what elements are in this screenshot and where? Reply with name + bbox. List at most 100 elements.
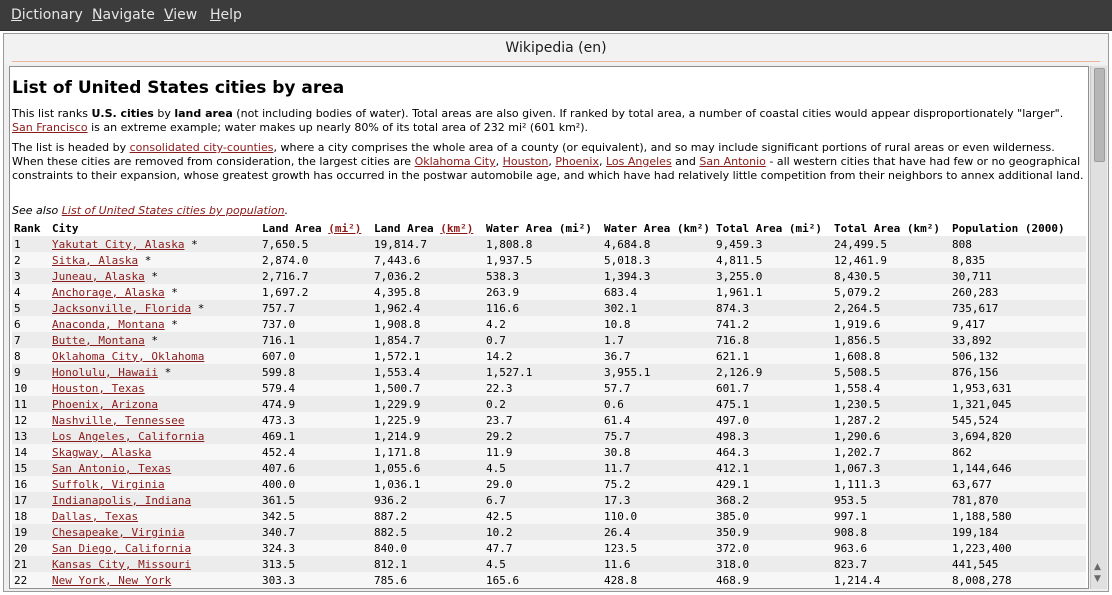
- land-km-cell: 1,854.7: [372, 332, 484, 348]
- header-city[interactable]: City: [50, 220, 260, 236]
- population-cell: 862: [950, 444, 1086, 460]
- menu-dictionary[interactable]: Dictionary: [11, 7, 83, 23]
- city-cell: Jacksonville, Florida *: [50, 300, 260, 316]
- scroll-up-icon[interactable]: ▲: [1094, 562, 1101, 572]
- total-mi-cell: 498.3: [714, 428, 832, 444]
- city-link[interactable]: Honolulu, Hawaii: [52, 365, 158, 379]
- land-km-cell: 4,395.8: [372, 284, 484, 300]
- header-population[interactable]: Population (2000): [950, 220, 1086, 236]
- city-link[interactable]: Los Angeles, California: [52, 429, 205, 443]
- water-mi-cell: 4.2: [484, 316, 602, 332]
- city-link[interactable]: Oklahoma City, Oklahoma: [52, 349, 205, 363]
- article-view[interactable]: List of United States cities by area Thi…: [9, 66, 1089, 589]
- link-cities-by-population[interactable]: List of United States cities by populati…: [61, 204, 285, 217]
- land-mi-cell: 1,697.2: [260, 284, 372, 300]
- water-km-cell: 61.4: [602, 412, 714, 428]
- city-link[interactable]: Indianapolis, Indiana: [52, 493, 192, 507]
- rank-cell: 13: [12, 428, 50, 444]
- link-km2[interactable]: (km²): [440, 221, 474, 235]
- link-san-francisco[interactable]: San Francisco: [12, 121, 88, 134]
- water-mi-cell: 263.9: [484, 284, 602, 300]
- table-row: 17 Indianapolis, Indiana 361.5 936.2 6.7 17.3…: [12, 492, 1086, 508]
- rank-cell: 1: [12, 236, 50, 252]
- city-link[interactable]: Jacksonville, Florida: [52, 301, 192, 315]
- land-km-cell: 1,055.6: [372, 460, 484, 476]
- rank-cell: 16: [12, 476, 50, 492]
- city-link[interactable]: Anaconda, Montana: [52, 317, 165, 331]
- link-houston[interactable]: Houston: [502, 155, 549, 168]
- menu-navigate[interactable]: Navigate: [92, 7, 155, 23]
- total-km-cell: 1,230.5: [832, 396, 950, 412]
- header-rank[interactable]: Rank: [12, 220, 50, 236]
- total-mi-cell: 429.1: [714, 476, 832, 492]
- city-link[interactable]: Chesapeake, Virginia: [52, 525, 185, 539]
- scroll-down-icon[interactable]: ▼: [1094, 574, 1101, 584]
- city-link[interactable]: Dallas, Texas: [52, 509, 139, 523]
- total-mi-cell: 4,811.5: [714, 252, 832, 268]
- menu-view[interactable]: View: [164, 7, 198, 23]
- land-km-cell: 1,553.4: [372, 364, 484, 380]
- total-mi-cell: 350.9: [714, 524, 832, 540]
- city-link[interactable]: Kansas City, Missouri: [52, 557, 192, 571]
- table-row: 1 Yakutat City, Alaska * 7,650.5 19,814.7 1,…: [12, 236, 1086, 252]
- city-link[interactable]: New York, New York: [52, 573, 172, 587]
- city-link[interactable]: Houston, Texas: [52, 381, 145, 395]
- water-mi-cell: 1,808.8: [484, 236, 602, 252]
- population-cell: 260,283: [950, 284, 1086, 300]
- land-mi-cell: 757.7: [260, 300, 372, 316]
- menu-help[interactable]: Help: [210, 7, 242, 23]
- city-link[interactable]: Anchorage, Alaska: [52, 285, 165, 299]
- city-link[interactable]: Sitka, Alaska: [52, 253, 139, 267]
- header-total-km[interactable]: Total Area (km²): [832, 220, 950, 236]
- water-km-cell: 1,394.3: [602, 268, 714, 284]
- city-link[interactable]: Yakutat City, Alaska: [52, 237, 185, 251]
- population-cell: 781,870: [950, 492, 1086, 508]
- link-los-angeles[interactable]: Los Angeles: [605, 155, 672, 168]
- link-oklahoma-city[interactable]: Oklahoma City: [414, 155, 496, 168]
- scrollbar-thumb[interactable]: [1094, 68, 1105, 162]
- header-land-mi[interactable]: Land Area (mi²): [260, 220, 372, 236]
- city-link[interactable]: Suffolk, Virginia: [52, 477, 165, 491]
- rank-cell: 22: [12, 572, 50, 588]
- link-san-antonio[interactable]: San Antonio: [699, 155, 766, 168]
- city-link[interactable]: Nashville, Tennessee: [52, 413, 185, 427]
- link-mi2[interactable]: (mi²): [328, 221, 362, 235]
- table-row: 21 Kansas City, Missouri 313.5 812.1 4.5 11.6…: [12, 556, 1086, 572]
- header-water-mi[interactable]: Water Area (mi²): [484, 220, 602, 236]
- city-cell: Nashville, Tennessee: [50, 412, 260, 428]
- header-total-mi[interactable]: Total Area (mi²): [714, 220, 832, 236]
- total-km-cell: 1,558.4: [832, 380, 950, 396]
- water-mi-cell: 22.3: [484, 380, 602, 396]
- rank-cell: 3: [12, 268, 50, 284]
- city-link[interactable]: San Diego, California: [52, 541, 192, 555]
- city-link[interactable]: San Antonio, Texas: [52, 461, 172, 475]
- vertical-scrollbar[interactable]: ▲ ▼: [1090, 66, 1107, 589]
- city-cell: Anaconda, Montana *: [50, 316, 260, 332]
- rank-cell: 12: [12, 412, 50, 428]
- rank-cell: 17: [12, 492, 50, 508]
- water-mi-cell: 14.2: [484, 348, 602, 364]
- header-land-km[interactable]: Land Area (km²): [372, 220, 484, 236]
- city-link[interactable]: Butte, Montana: [52, 333, 145, 347]
- tab-title[interactable]: Wikipedia (en): [4, 34, 1108, 64]
- table-row: 14 Skagway, Alaska 452.4 1,171.8 11.9 30.8 464…: [12, 444, 1086, 460]
- population-cell: 33,892: [950, 332, 1086, 348]
- land-km-cell: 1,500.7: [372, 380, 484, 396]
- city-link[interactable]: Skagway, Alaska: [52, 445, 152, 459]
- land-km-cell: 887.2: [372, 508, 484, 524]
- population-cell: 1,223,400: [950, 540, 1086, 556]
- total-mi-cell: 3,255.0: [714, 268, 832, 284]
- land-mi-cell: 7,650.5: [260, 236, 372, 252]
- header-water-km[interactable]: Water Area (km²): [602, 220, 714, 236]
- city-link[interactable]: Phoenix, Arizona: [52, 397, 158, 411]
- table-row: 15 San Antonio, Texas 407.6 1,055.6 4.5 11.7 4…: [12, 460, 1086, 476]
- link-phoenix[interactable]: Phoenix: [555, 155, 599, 168]
- total-km-cell: 1,608.8: [832, 348, 950, 364]
- total-mi-cell: 464.3: [714, 444, 832, 460]
- total-km-cell: 1,214.4: [832, 572, 950, 588]
- rank-cell: 18: [12, 508, 50, 524]
- rank-cell: 2: [12, 252, 50, 268]
- link-consolidated-city-counties[interactable]: consolidated city-counties: [129, 141, 274, 154]
- city-link[interactable]: Juneau, Alaska: [52, 269, 145, 283]
- total-mi-cell: 716.8: [714, 332, 832, 348]
